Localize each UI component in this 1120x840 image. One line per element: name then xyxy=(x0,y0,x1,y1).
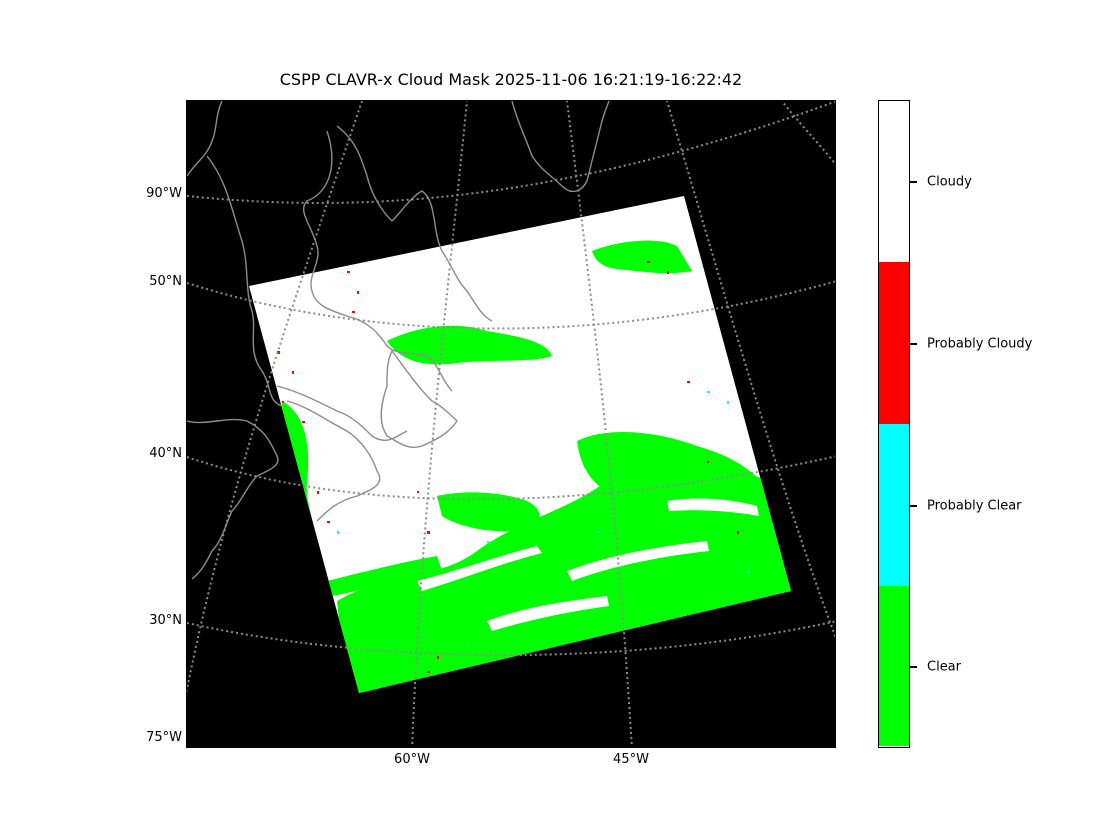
coastline-labrador xyxy=(302,130,453,392)
colorbar-label-probably-cloudy: Probably Cloudy xyxy=(927,336,1033,352)
lat-label-30n: 30°N xyxy=(149,613,182,628)
map-canvas xyxy=(187,101,835,747)
lon-label-60w: 60°W xyxy=(394,752,430,767)
graticule-lon-75w xyxy=(187,101,363,695)
figure-title: CSPP CLAVR-x Cloud Mask 2025-11-06 16:21… xyxy=(279,70,743,89)
graticule-lon-15w xyxy=(781,101,835,166)
swath-clear-areas xyxy=(277,240,791,693)
colorbar-label-probably-clear: Probably Clear xyxy=(927,498,1022,514)
coastline-labrador-greenland-west xyxy=(187,101,223,177)
clear-region-south-band xyxy=(327,556,442,596)
colorbar xyxy=(878,100,910,748)
coastline-nova-scotia xyxy=(276,385,408,441)
colorbar-label-cloudy: Cloudy xyxy=(927,174,972,190)
coastline-baffin-east xyxy=(336,125,493,322)
colorbar-tick-probably-clear xyxy=(910,505,917,507)
cloud-streak-3 xyxy=(487,596,609,631)
colorbar-label-clear: Clear xyxy=(927,659,961,675)
coastline-hudson-west xyxy=(206,155,283,407)
probably-cloudy-speckle xyxy=(277,261,739,673)
coastline-us-east xyxy=(187,418,279,580)
lat-label-40n: 40°N xyxy=(149,446,182,461)
colorbar-tick-clear xyxy=(910,666,917,668)
clear-region-northeast xyxy=(592,240,692,274)
colorbar-segment-clear xyxy=(879,586,909,746)
coastline-greenland-south xyxy=(511,101,610,193)
graticule-lon-30w xyxy=(666,101,835,639)
graticule-lat-60n xyxy=(187,101,835,204)
probably-clear-speckle xyxy=(337,391,750,573)
clear-region-midsouth xyxy=(437,492,540,532)
colorbar-segment-probably-clear xyxy=(879,424,909,586)
lat-label-75w: 75°W xyxy=(146,730,182,745)
colorbar-segment-probably-cloudy xyxy=(879,262,909,424)
lon-label-45w: 45°W xyxy=(613,752,649,767)
colorbar-tick-probably-cloudy xyxy=(910,343,917,345)
graticule xyxy=(187,101,835,747)
graticule-lat-50n xyxy=(187,280,835,330)
coastline-gulf-st-lawrence xyxy=(286,400,381,522)
lat-label-50n: 50°N xyxy=(149,274,182,289)
cloud-streak-2 xyxy=(567,541,709,581)
cloud-streak-4 xyxy=(667,498,759,516)
lat-label-90w: 90°W xyxy=(146,186,182,201)
coastlines xyxy=(187,101,610,580)
map-panel xyxy=(186,100,836,748)
satellite-swath xyxy=(249,196,791,693)
coastline-newfoundland xyxy=(380,350,458,448)
clear-region-north-gulf xyxy=(387,325,552,365)
colorbar-segment-cloudy xyxy=(879,101,909,262)
graticule-lon-45w xyxy=(566,101,633,747)
colorbar-tick-cloudy xyxy=(910,181,917,183)
cloud-streak-1 xyxy=(417,546,542,591)
clear-region-east xyxy=(577,431,772,511)
